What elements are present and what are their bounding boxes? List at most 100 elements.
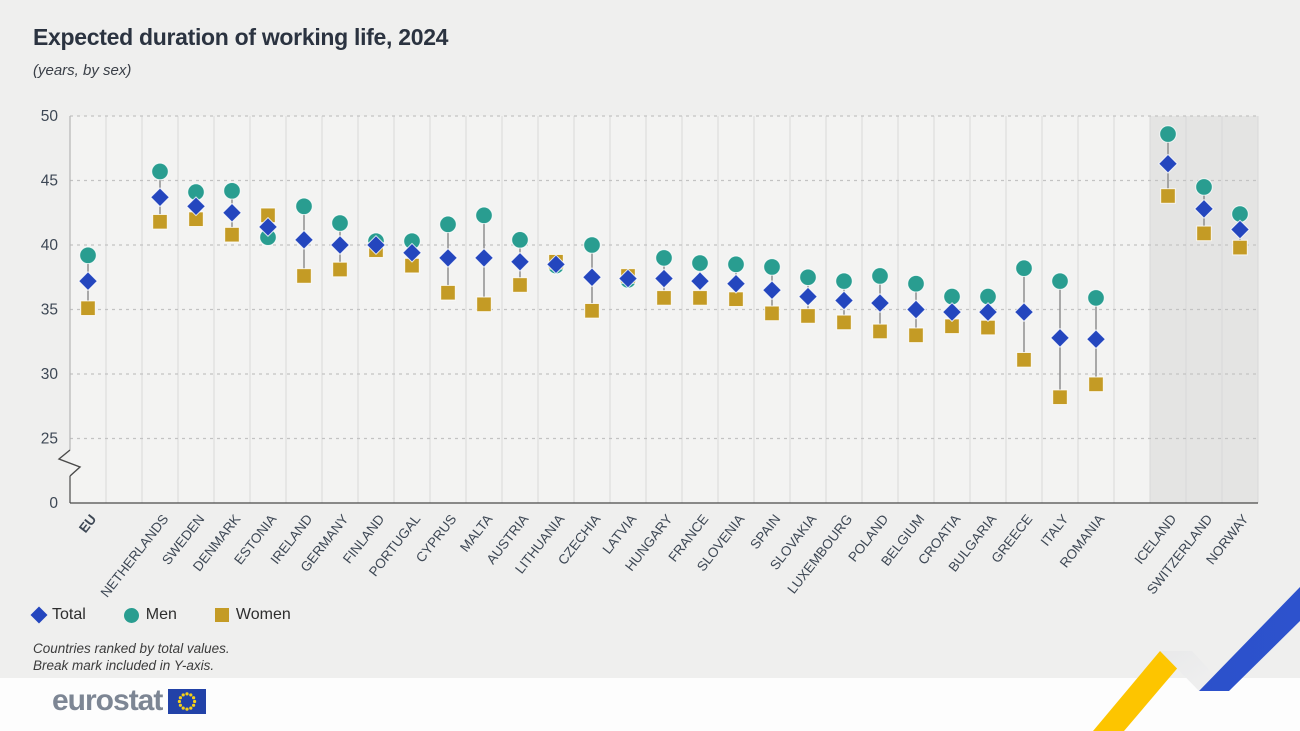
marker-women-MALTA: [476, 296, 492, 313]
marker-total-SWEDEN: [185, 196, 207, 217]
category-CZECHIA: [581, 236, 603, 319]
marker-women-BULGARIA: [980, 319, 996, 336]
category-IRELAND: [293, 197, 315, 284]
legend-label-men: Men: [145, 606, 177, 623]
marker-men-GREECE: [1015, 259, 1033, 278]
marker-total-BELGIUM: [905, 299, 927, 320]
marker-total-SPAIN: [761, 280, 783, 301]
x-label-SWITZERLAND: SWITZERLAND: [1144, 511, 1216, 597]
marker-women-EU: [80, 300, 96, 317]
marker-total-CROATIA: [941, 302, 963, 323]
marker-women-ITALY: [1052, 389, 1068, 406]
legend-item-men: Men: [123, 606, 177, 624]
category-NORWAY: [1229, 205, 1251, 256]
legend-label-women: Women: [235, 606, 291, 623]
marker-total-LATVIA: [617, 268, 639, 289]
marker-total-AUSTRIA: [509, 251, 531, 272]
marker-total-HUNGARY: [653, 268, 675, 289]
marker-total-NETHERLANDS: [149, 187, 171, 208]
men-circle-icon: [123, 607, 139, 623]
marker-women-AUSTRIA: [512, 277, 528, 293]
y-tick-25: 25: [41, 431, 58, 448]
marker-men-ICELAND: [1159, 125, 1177, 143]
legend-item-women: Women: [214, 606, 291, 624]
marker-total-ICELAND: [1157, 153, 1179, 174]
marker-women-SLOVENIA: [728, 291, 744, 307]
category-EU: [77, 246, 99, 317]
y-tick-0: 0: [49, 495, 58, 512]
marker-men-NETHERLANDS: [151, 162, 169, 181]
marker-men-CYPRUS: [439, 215, 457, 234]
marker-women-ICELAND: [1160, 188, 1176, 204]
marker-total-IRELAND: [293, 229, 315, 250]
category-ROMANIA: [1085, 289, 1107, 393]
footer-bar: eurostat: [0, 678, 1300, 731]
marker-men-LUXEMBOURG: [835, 272, 853, 290]
y-tick-35: 35: [41, 302, 58, 319]
marker-total-DENMARK: [221, 202, 243, 223]
category-SWITZERLAND: [1193, 178, 1215, 242]
marker-men-ITALY: [1051, 272, 1069, 290]
marker-women-ROMANIA: [1088, 376, 1104, 393]
marker-men-BELGIUM: [907, 274, 925, 293]
marker-men-HUNGARY: [655, 249, 673, 267]
chart-footnotes: Countries ranked by total values. Break …: [33, 640, 230, 674]
legend-label-total: Total: [52, 606, 86, 623]
marker-total-EU: [77, 271, 99, 292]
marker-men-SPAIN: [763, 258, 781, 276]
marker-total-ROMANIA: [1085, 329, 1107, 350]
marker-women-FRANCE: [692, 290, 708, 306]
category-SLOVENIA: [725, 255, 747, 307]
category-BELGIUM: [905, 274, 927, 344]
eurostat-logo: eurostat: [52, 684, 207, 717]
page-subtitle: (years, by sex): [33, 62, 132, 79]
marker-men-POLAND: [871, 267, 889, 285]
marker-total-GERMANY: [329, 234, 351, 256]
page-title: Expected duration of working life, 2024: [33, 24, 449, 50]
category-CYPRUS: [437, 215, 459, 301]
women-square-icon: [214, 608, 229, 622]
marker-total-POLAND: [869, 293, 891, 314]
category-GREECE: [1013, 259, 1035, 368]
marker-men-ROMANIA: [1087, 289, 1105, 307]
marker-total-ITALY: [1049, 327, 1071, 348]
category-LITHUANIA: [545, 253, 567, 275]
category-FRANCE: [689, 254, 711, 306]
marker-total-CYPRUS: [437, 247, 459, 268]
marker-men-SWITZERLAND: [1195, 178, 1213, 196]
marker-total-SLOVAKIA: [797, 286, 819, 307]
category-SPAIN: [761, 258, 783, 322]
marker-total-CZECHIA: [581, 267, 603, 288]
marker-women-SWITZERLAND: [1196, 225, 1212, 242]
marker-total-GREECE: [1013, 302, 1035, 323]
marker-men-DENMARK: [223, 182, 241, 200]
marker-men-AUSTRIA: [511, 231, 529, 249]
marker-total-FINLAND: [365, 234, 387, 256]
marker-women-POLAND: [872, 323, 888, 340]
y-tick-30: 30: [41, 366, 59, 383]
marker-total-NORWAY: [1229, 219, 1251, 240]
category-ICELAND: [1157, 125, 1179, 204]
category-ESTONIA: [257, 207, 279, 247]
category-PORTUGAL: [401, 232, 423, 274]
marker-men-FRANCE: [691, 254, 709, 272]
marker-total-BULGARIA: [977, 302, 999, 323]
marker-women-CYPRUS: [440, 284, 456, 301]
marker-men-SLOVAKIA: [799, 268, 817, 287]
marker-men-GERMANY: [331, 214, 349, 232]
marker-women-DENMARK: [224, 226, 240, 243]
marker-total-MALTA: [473, 247, 495, 268]
x-label-SPAIN: SPAIN: [747, 512, 783, 552]
footnote-break-mark: Break mark included in Y-axis.: [33, 658, 215, 673]
category-AUSTRIA: [509, 231, 531, 293]
marker-men-SLOVENIA: [727, 255, 745, 274]
marker-total-LUXEMBOURG: [833, 290, 855, 311]
marker-women-NETHERLANDS: [152, 213, 168, 230]
eurostat-wordmark: eurostat: [52, 684, 163, 717]
marker-men-EU: [79, 246, 97, 265]
marker-women-GREECE: [1016, 352, 1032, 368]
chart-legend: Total Men Women: [30, 606, 291, 624]
marker-women-GERMANY: [332, 261, 348, 278]
y-axis-break-icon: [57, 449, 82, 477]
